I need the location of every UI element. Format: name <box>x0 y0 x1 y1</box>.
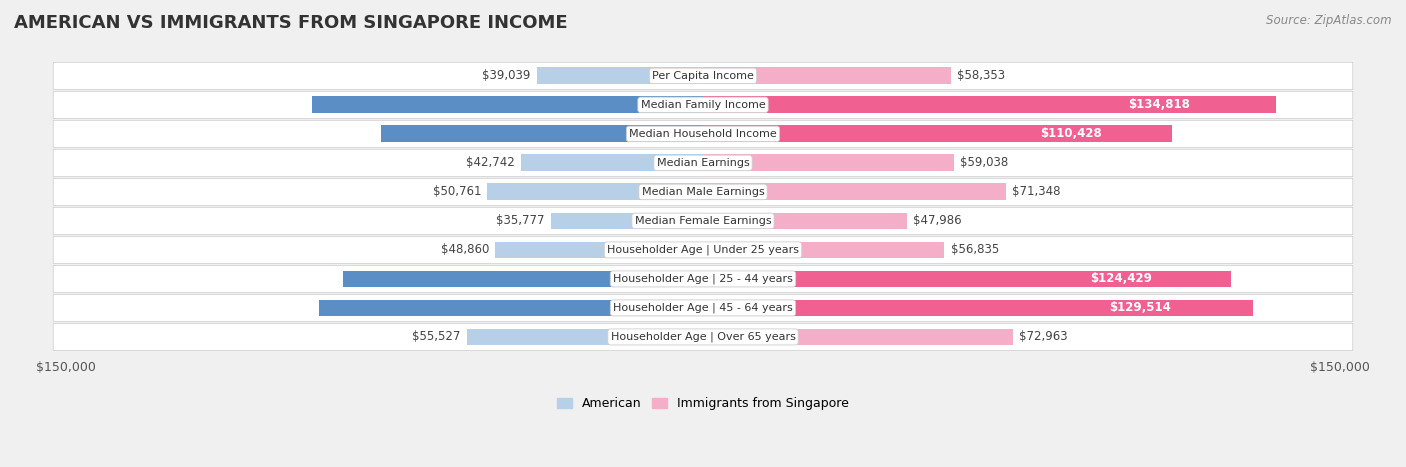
Text: Median Family Income: Median Family Income <box>641 100 765 110</box>
Text: Per Capita Income: Per Capita Income <box>652 71 754 81</box>
Text: Householder Age | Over 65 years: Householder Age | Over 65 years <box>610 332 796 342</box>
Bar <box>703 299 1253 316</box>
Text: $56,835: $56,835 <box>950 243 1000 256</box>
Text: $75,932: $75,932 <box>655 127 709 141</box>
Text: $134,818: $134,818 <box>1128 99 1189 112</box>
Bar <box>319 299 703 316</box>
Bar <box>488 184 703 200</box>
Bar <box>703 184 1007 200</box>
Bar <box>703 67 950 85</box>
Text: Householder Age | 25 - 44 years: Householder Age | 25 - 44 years <box>613 274 793 284</box>
Bar <box>495 241 703 258</box>
Text: $35,777: $35,777 <box>496 214 544 227</box>
Text: Median Household Income: Median Household Income <box>628 129 778 139</box>
Text: $39,039: $39,039 <box>482 70 531 82</box>
Bar <box>343 270 703 287</box>
Bar <box>551 212 703 229</box>
Text: AMERICAN VS IMMIGRANTS FROM SINGAPORE INCOME: AMERICAN VS IMMIGRANTS FROM SINGAPORE IN… <box>14 14 568 32</box>
FancyBboxPatch shape <box>53 323 1353 351</box>
Text: $47,986: $47,986 <box>912 214 962 227</box>
Bar <box>703 241 945 258</box>
Bar <box>381 126 703 142</box>
Bar <box>467 328 703 346</box>
Text: Median Earnings: Median Earnings <box>657 158 749 168</box>
Text: $71,348: $71,348 <box>1012 185 1062 198</box>
Text: $55,527: $55,527 <box>412 331 461 343</box>
Text: Householder Age | Under 25 years: Householder Age | Under 25 years <box>607 245 799 255</box>
Bar <box>703 270 1232 287</box>
Text: Median Female Earnings: Median Female Earnings <box>634 216 772 226</box>
FancyBboxPatch shape <box>53 207 1353 234</box>
Text: $58,353: $58,353 <box>957 70 1005 82</box>
Text: $90,536: $90,536 <box>645 301 699 314</box>
Bar <box>537 67 703 85</box>
Text: $84,791: $84,791 <box>650 272 703 285</box>
Text: $59,038: $59,038 <box>960 156 1008 170</box>
Text: Householder Age | 45 - 64 years: Householder Age | 45 - 64 years <box>613 303 793 313</box>
Bar <box>703 97 1275 113</box>
FancyBboxPatch shape <box>53 62 1353 90</box>
Legend: American, Immigrants from Singapore: American, Immigrants from Singapore <box>553 392 853 415</box>
FancyBboxPatch shape <box>53 120 1353 148</box>
Text: $110,428: $110,428 <box>1040 127 1102 141</box>
FancyBboxPatch shape <box>53 178 1353 205</box>
Bar <box>312 97 703 113</box>
Text: $92,096: $92,096 <box>644 99 699 112</box>
FancyBboxPatch shape <box>53 149 1353 177</box>
Text: $50,761: $50,761 <box>433 185 481 198</box>
Bar <box>703 212 907 229</box>
Text: $72,963: $72,963 <box>1019 331 1069 343</box>
Bar <box>522 155 703 171</box>
Bar <box>703 328 1012 346</box>
Text: $42,742: $42,742 <box>467 156 515 170</box>
Text: $48,860: $48,860 <box>440 243 489 256</box>
FancyBboxPatch shape <box>53 236 1353 263</box>
Bar <box>703 155 953 171</box>
Text: Median Male Earnings: Median Male Earnings <box>641 187 765 197</box>
Bar <box>703 126 1173 142</box>
Text: Source: ZipAtlas.com: Source: ZipAtlas.com <box>1267 14 1392 27</box>
FancyBboxPatch shape <box>53 265 1353 292</box>
FancyBboxPatch shape <box>53 92 1353 119</box>
Text: $124,429: $124,429 <box>1090 272 1152 285</box>
Text: $129,514: $129,514 <box>1109 301 1171 314</box>
FancyBboxPatch shape <box>53 294 1353 321</box>
